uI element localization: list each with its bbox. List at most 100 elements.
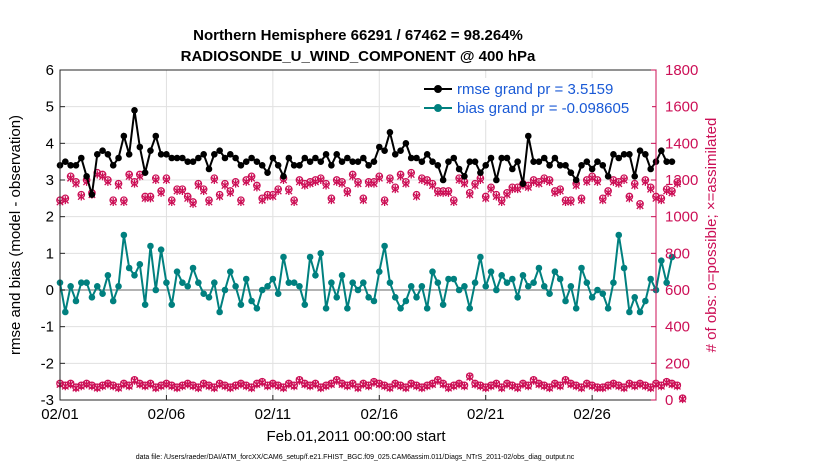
obs_assimilated_low-point xyxy=(577,384,586,393)
bias-point xyxy=(269,275,277,283)
obs_assimilated_low-point xyxy=(104,380,112,389)
rmse-point xyxy=(530,158,537,165)
rmse-point xyxy=(482,162,490,169)
obs_assimilated_high-point xyxy=(364,179,373,188)
rmse-point xyxy=(258,162,266,169)
rmse-point xyxy=(461,173,468,180)
bias-point xyxy=(99,290,106,297)
obs_assimilated_low-point xyxy=(141,382,149,391)
bias-point xyxy=(242,275,250,283)
bias-point xyxy=(141,301,149,308)
obs_assimilated_high-point xyxy=(98,172,107,181)
obs_assimilated_low-point xyxy=(519,380,527,389)
bias-point xyxy=(418,283,426,290)
obs_assimilated_low-point xyxy=(189,382,197,391)
obs_assimilated_high-point xyxy=(641,177,650,186)
rmse-point xyxy=(477,169,484,176)
y-axis-label-left: rmse and bias (model - observation) xyxy=(7,115,24,355)
obs_assimilated_low-point xyxy=(524,382,532,391)
obs_assimilated_high-point xyxy=(104,177,112,186)
obs_assimilated_low-point xyxy=(604,382,612,391)
left-tick-label: 2 xyxy=(46,209,54,226)
obs_assimilated_high-point xyxy=(226,188,234,197)
left-tick-label: 3 xyxy=(46,172,54,189)
rmse-point xyxy=(157,151,165,158)
bias-point xyxy=(205,294,213,301)
obs_assimilated_high-point xyxy=(349,172,357,181)
rmse-point xyxy=(285,154,293,162)
rmse-point xyxy=(328,162,335,169)
obs_assimilated_high-point xyxy=(439,188,447,197)
obs_assimilated_high-point xyxy=(407,170,415,179)
rmse-point xyxy=(109,162,117,169)
rmse-point xyxy=(429,158,436,165)
bias-point xyxy=(163,279,170,286)
rmse-point xyxy=(280,173,287,180)
obs_assimilated_high-point xyxy=(551,188,559,197)
rmse-point xyxy=(509,165,516,173)
bias-point xyxy=(599,290,607,297)
obs_assimilated_low-point xyxy=(636,380,644,389)
obs_assimilated_low-point xyxy=(258,378,266,387)
bias-point xyxy=(509,275,516,283)
rmse-point xyxy=(503,154,511,162)
rmse-point xyxy=(418,158,426,165)
rmse-point xyxy=(67,162,74,169)
obs_assimilated_low-point xyxy=(364,382,373,391)
chart-title-line2: RADIOSONDE_U_WIND_COMPONENT @ 400 hPa xyxy=(181,48,536,65)
bias-point xyxy=(391,294,399,301)
obs_assimilated_low-point xyxy=(439,380,447,389)
obs_assimilated_high-point xyxy=(253,183,261,192)
bias-point xyxy=(248,297,255,305)
obs_assimilated_high-point xyxy=(583,177,591,186)
obs_assimilated_low-point xyxy=(98,382,107,391)
bias-point xyxy=(503,279,511,286)
rmse-point xyxy=(487,154,495,162)
bias-point xyxy=(237,301,245,308)
left-tick-label: 6 xyxy=(46,62,54,79)
obs_assimilated_high-point xyxy=(498,198,506,206)
rmse-point xyxy=(588,165,596,173)
obs_assimilated_high-point xyxy=(258,196,266,205)
bias-point xyxy=(647,275,654,283)
bias-point xyxy=(407,283,415,290)
bias-point xyxy=(604,305,612,312)
bias-point xyxy=(147,242,154,250)
obs_assimilated_high-point xyxy=(423,177,431,186)
right-tick-label: 600 xyxy=(665,282,690,299)
obs_assimilated_low-point xyxy=(194,384,203,393)
obs_assimilated_low-point xyxy=(641,382,650,391)
obs_assimilated_high-point xyxy=(66,174,75,183)
x-tick-label: 02/11 xyxy=(255,406,291,423)
obs_assimilated_high-point xyxy=(375,174,383,183)
rmse-point xyxy=(599,162,607,169)
rmse-point xyxy=(221,154,229,162)
bias-point xyxy=(663,279,670,286)
rmse-point xyxy=(524,132,532,140)
obs_assimilated_low-point xyxy=(567,380,575,389)
bias-point xyxy=(466,305,474,312)
obs_assimilated_low-point xyxy=(285,380,293,389)
x-axis-label: Feb.01,2011 00:00:00 start xyxy=(266,428,446,445)
obs_assimilated_low-point xyxy=(631,382,639,391)
bias-point xyxy=(450,275,458,283)
y-axis-label-right: # of obs: o=possible; ×=assimilated xyxy=(703,118,720,353)
rmse-point xyxy=(125,151,133,158)
rmse-point xyxy=(471,158,479,165)
bias-point xyxy=(195,279,202,286)
rmse-point xyxy=(663,158,670,165)
bias-point xyxy=(530,279,537,286)
obs_assimilated_high-point xyxy=(221,181,229,190)
obs_assimilated_low-point xyxy=(423,382,431,391)
obs_assimilated_high-point xyxy=(588,174,596,183)
obs_assimilated_low-point xyxy=(396,382,405,391)
obs_assimilated_high-point xyxy=(359,196,367,205)
obs_assimilated_low-point xyxy=(583,380,591,389)
obs_assimilated_low-point xyxy=(572,382,580,391)
rmse-point xyxy=(83,173,90,180)
rmse-series xyxy=(56,107,676,198)
x-tick-label: 02/16 xyxy=(361,406,399,423)
rmse-point xyxy=(232,154,239,162)
obs_assimilated_high-point xyxy=(184,194,192,203)
